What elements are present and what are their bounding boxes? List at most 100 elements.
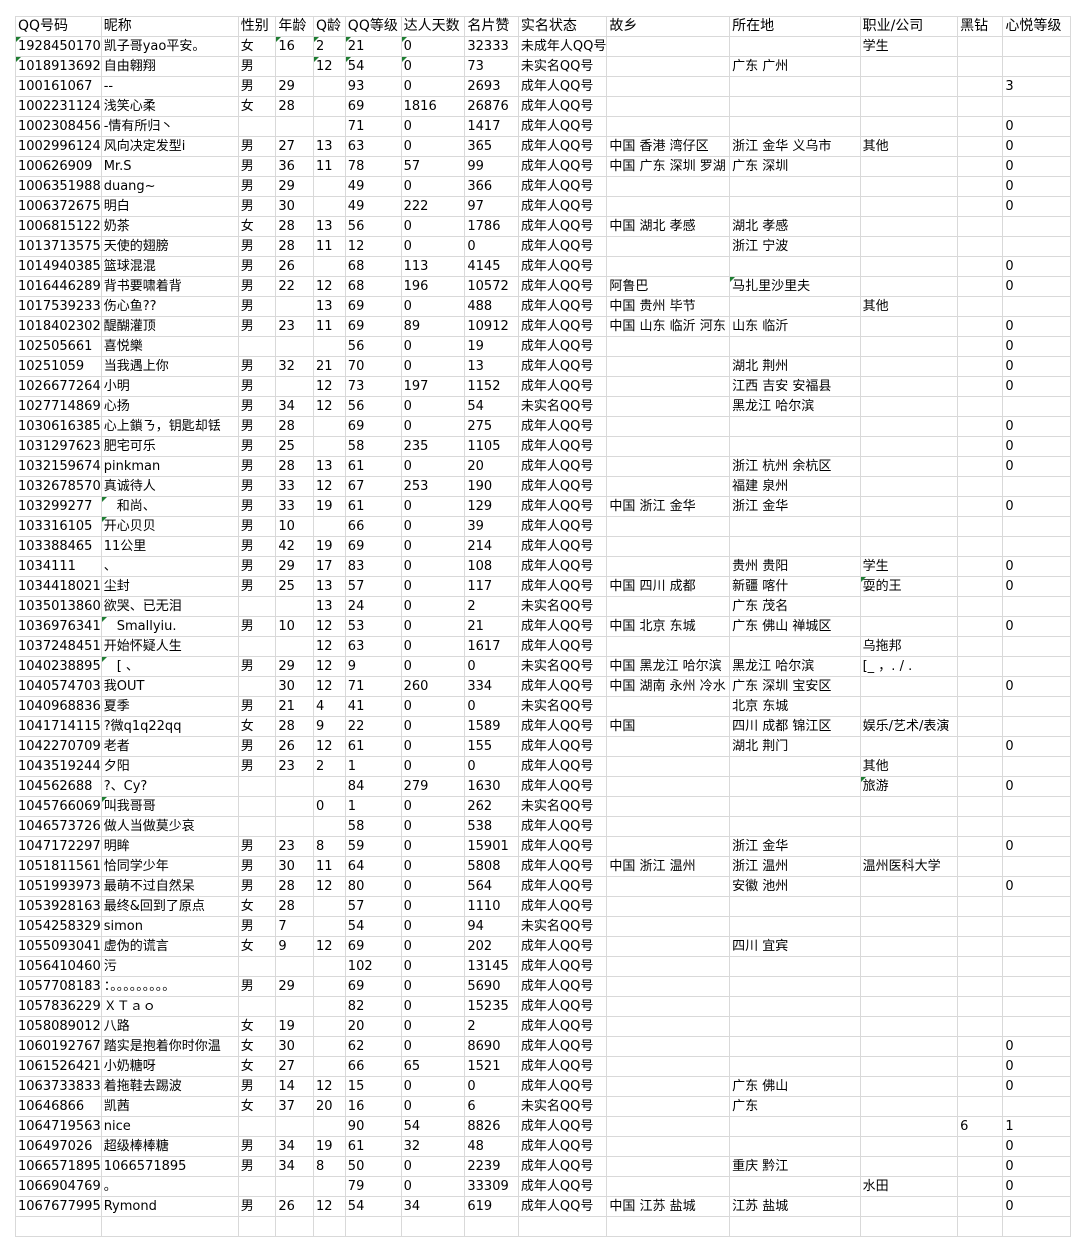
cell-xinyue-level[interactable] xyxy=(1002,56,1071,77)
cell-qq-level[interactable]: 68 xyxy=(344,276,402,297)
cell-nickname[interactable]: 和尚、 xyxy=(100,496,239,517)
cell-occupation[interactable] xyxy=(859,536,959,557)
cell-card-likes[interactable]: 214 xyxy=(464,536,519,557)
cell-q-age[interactable] xyxy=(313,896,346,917)
cell-nickname[interactable] xyxy=(100,1216,239,1237)
cell-realname-status[interactable]: 成年人QQ号 xyxy=(517,1016,608,1037)
cell-xinyue-level[interactable] xyxy=(1002,296,1071,317)
cell-occupation[interactable] xyxy=(859,1096,959,1117)
cell-occupation[interactable] xyxy=(859,336,959,357)
cell-occupation[interactable]: 其他 xyxy=(859,756,959,777)
cell-qq-number[interactable]: 1016446289 xyxy=(15,276,102,297)
cell-qq-level[interactable]: 69 xyxy=(344,316,402,337)
cell-qq-level[interactable]: 56 xyxy=(344,336,402,357)
cell-hometown[interactable] xyxy=(606,1036,731,1057)
cell-occupation[interactable] xyxy=(859,476,959,497)
cell-q-age[interactable]: 12 xyxy=(313,736,346,757)
cell-expert-days[interactable]: 0 xyxy=(400,296,466,317)
cell-card-likes[interactable]: 20 xyxy=(464,456,519,477)
cell-age[interactable]: 27 xyxy=(275,136,315,157)
cell-qq-level[interactable]: 59 xyxy=(344,836,402,857)
cell-black-diamond[interactable] xyxy=(957,736,1004,757)
cell-qq-number[interactable]: 1042270709 xyxy=(15,736,102,757)
cell-realname-status[interactable]: 成年人QQ号 xyxy=(517,156,608,177)
cell-occupation[interactable] xyxy=(859,256,959,277)
cell-q-age[interactable]: 11 xyxy=(313,156,346,177)
cell-card-likes[interactable]: 8690 xyxy=(464,1036,519,1057)
cell-card-likes[interactable]: 262 xyxy=(464,796,519,817)
cell-qq-level[interactable]: 83 xyxy=(344,556,402,577)
cell-qq-level[interactable]: 102 xyxy=(344,956,402,977)
cell-black-diamond[interactable] xyxy=(957,1096,1004,1117)
column-header-xinyue-level[interactable]: 心悦等级 xyxy=(1002,16,1071,37)
cell-expert-days[interactable]: 0 xyxy=(400,136,466,157)
cell-gender[interactable]: 男 xyxy=(237,876,277,897)
cell-black-diamond[interactable] xyxy=(957,916,1004,937)
cell-age[interactable]: 23 xyxy=(275,836,315,857)
cell-hometown[interactable] xyxy=(606,236,731,257)
cell-q-age[interactable]: 12 xyxy=(313,396,346,417)
cell-occupation[interactable] xyxy=(859,676,959,697)
cell-age[interactable] xyxy=(275,776,315,797)
cell-q-age[interactable]: 12 xyxy=(313,1076,346,1097)
cell-q-age[interactable]: 12 xyxy=(313,676,346,697)
cell-nickname[interactable]: 叫我哥哥 xyxy=(100,796,239,817)
cell-qq-level[interactable]: 69 xyxy=(344,536,402,557)
cell-occupation[interactable] xyxy=(859,816,959,837)
cell-hometown[interactable] xyxy=(606,256,731,277)
cell-q-age[interactable] xyxy=(313,976,346,997)
cell-expert-days[interactable]: 0 xyxy=(400,896,466,917)
cell-xinyue-level[interactable] xyxy=(1002,536,1071,557)
cell-qq-number[interactable]: 1002308456 xyxy=(15,116,102,137)
cell-qq-number[interactable]: 1058089012 xyxy=(15,1016,102,1037)
cell-nickname[interactable]: 天使的翅膀 xyxy=(100,236,239,257)
cell-black-diamond[interactable] xyxy=(957,676,1004,697)
cell-realname-status[interactable]: 未实名QQ号 xyxy=(517,916,608,937)
cell-hometown[interactable] xyxy=(606,356,731,377)
cell-card-likes[interactable]: 365 xyxy=(464,136,519,157)
cell-expert-days[interactable]: 0 xyxy=(400,1176,466,1197)
cell-q-age[interactable]: 12 xyxy=(313,1196,346,1217)
cell-hometown[interactable] xyxy=(606,456,731,477)
cell-location[interactable]: 浙江 金华 xyxy=(729,836,861,857)
cell-expert-days[interactable]: 0 xyxy=(400,396,466,417)
cell-age[interactable]: 28 xyxy=(275,716,315,737)
cell-realname-status[interactable]: 成年人QQ号 xyxy=(517,856,608,877)
cell-location[interactable]: 江苏 盐城 xyxy=(729,1196,861,1217)
cell-black-diamond[interactable] xyxy=(957,476,1004,497)
cell-nickname[interactable]: 喜悦樂 xyxy=(100,336,239,357)
cell-occupation[interactable] xyxy=(859,996,959,1017)
cell-expert-days[interactable]: 0 xyxy=(400,1016,466,1037)
cell-q-age[interactable]: 11 xyxy=(313,316,346,337)
cell-black-diamond[interactable] xyxy=(957,616,1004,637)
cell-nickname[interactable]: 欲哭、已无泪 xyxy=(100,596,239,617)
cell-qq-number[interactable]: 103388465 xyxy=(15,536,102,557)
cell-qq-level[interactable]: 49 xyxy=(344,176,402,197)
cell-nickname[interactable]: 明眸 xyxy=(100,836,239,857)
cell-gender[interactable]: 男 xyxy=(237,256,277,277)
cell-occupation[interactable] xyxy=(859,1036,959,1057)
cell-realname-status[interactable]: 成年人QQ号 xyxy=(517,876,608,897)
cell-card-likes[interactable]: 1630 xyxy=(464,776,519,797)
cell-card-likes[interactable]: 19 xyxy=(464,336,519,357)
cell-xinyue-level[interactable] xyxy=(1002,1016,1071,1037)
cell-q-age[interactable] xyxy=(313,1176,346,1197)
cell-hometown[interactable] xyxy=(606,1096,731,1117)
cell-nickname[interactable]: 、 xyxy=(100,556,239,577)
cell-age[interactable]: 34 xyxy=(275,1136,315,1157)
cell-location[interactable] xyxy=(729,1216,861,1237)
cell-realname-status[interactable]: 成年人QQ号 xyxy=(517,836,608,857)
column-header-card-likes[interactable]: 名片赞 xyxy=(464,16,519,37)
cell-xinyue-level[interactable] xyxy=(1002,916,1071,937)
cell-location[interactable]: 广东 xyxy=(729,1096,861,1117)
cell-gender[interactable] xyxy=(237,1176,277,1197)
cell-realname-status[interactable]: 成年人QQ号 xyxy=(517,636,608,657)
cell-location[interactable] xyxy=(729,896,861,917)
cell-hometown[interactable]: 中国 湖北 孝感 xyxy=(606,216,731,237)
cell-occupation[interactable] xyxy=(859,976,959,997)
cell-xinyue-level[interactable] xyxy=(1002,716,1071,737)
cell-hometown[interactable]: 中国 xyxy=(606,716,731,737)
column-header-black-diamond[interactable]: 黑钻 xyxy=(957,16,1004,37)
cell-age[interactable]: 33 xyxy=(275,496,315,517)
cell-nickname[interactable]: ＸＴａｏ xyxy=(100,996,239,1017)
